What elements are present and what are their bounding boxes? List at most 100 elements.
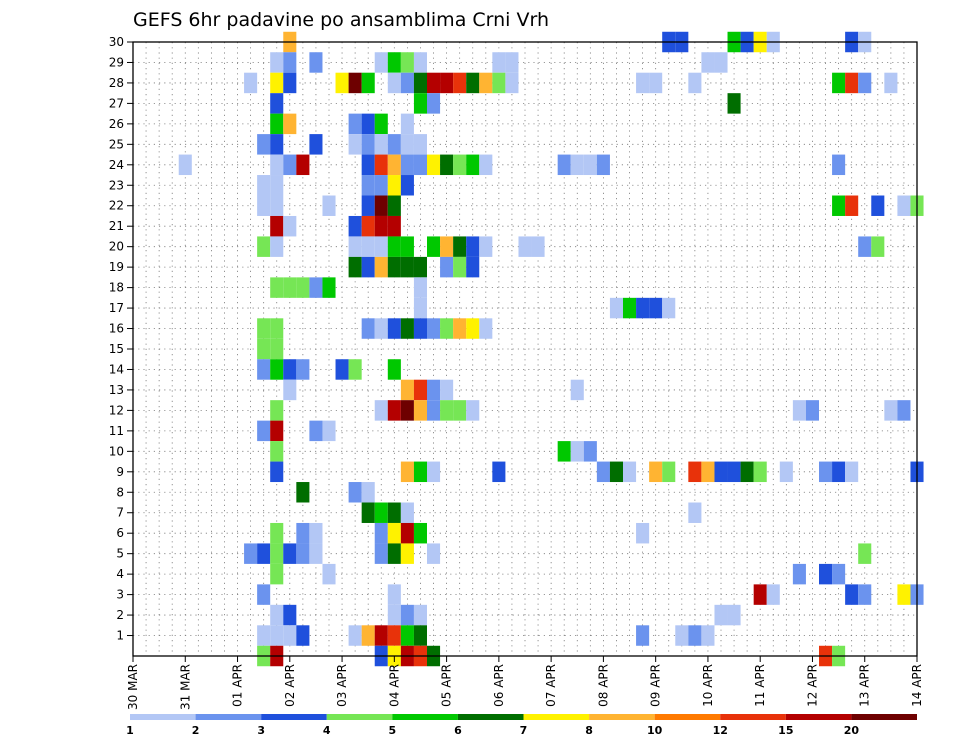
colorbar-label: 1 [126,724,134,737]
heatmap-cell [845,195,859,216]
colorbar-label: 4 [323,724,331,737]
heatmap-cell [413,277,427,298]
y-axis: 1234567891011121314151617181920212223242… [109,35,133,643]
y-tick-label: 25 [109,137,124,151]
heatmap-cell [361,256,375,278]
heatmap-cells [178,31,924,667]
y-tick-label: 21 [109,219,124,233]
heatmap-cell [283,154,297,176]
heatmap-cell [387,604,401,626]
colorbar-label: 20 [844,724,860,737]
heatmap-cell [858,72,872,94]
heatmap-cell [270,277,284,298]
heatmap-cell [283,379,297,401]
colorbar-swatch [457,714,524,720]
heatmap-cell [400,522,414,544]
heatmap-cell [636,625,650,646]
heatmap-cell [387,502,401,523]
heatmap-cell [374,522,388,544]
heatmap-cell [257,543,271,564]
x-tick-label: 30 MAR [126,664,140,710]
heatmap-cell [270,215,284,237]
heatmap-cell [413,461,427,483]
heatmap-cell [270,625,284,646]
x-tick-label: 08 APR [596,664,610,707]
heatmap-cell [413,400,427,421]
heatmap-cell [505,52,519,73]
heatmap-cell [374,318,388,339]
heatmap-cell [309,522,323,544]
x-tick-label: 10 APR [701,664,715,707]
y-tick-label: 11 [109,424,124,438]
colorbar-label: 15 [778,724,793,737]
heatmap-cell [387,543,401,564]
heatmap-cell [453,154,467,176]
heatmap-cell [348,359,362,380]
heatmap-cell [479,318,493,339]
heatmap-cell [400,256,414,278]
colorbar-swatch [130,714,196,720]
heatmap-cell [348,482,362,503]
heatmap-cell [270,543,284,564]
heatmap-cell [361,113,375,135]
heatmap-cell [348,236,362,257]
heatmap-cell [374,215,388,237]
heatmap-cell [427,400,441,421]
heatmap-cell [609,297,623,319]
heatmap-cell [596,461,610,483]
heatmap-cell [296,482,310,503]
heatmap-cell [178,154,192,176]
heatmap-cell [361,625,375,646]
heatmap-cell [845,72,859,94]
heatmap-cell [283,215,297,237]
heatmap-cell [557,154,571,176]
y-tick-label: 3 [116,588,124,602]
heatmap-cell [453,256,467,278]
heatmap-cell [479,236,493,257]
y-tick-label: 27 [109,96,124,110]
heatmap-cell [636,297,650,319]
colorbar-swatch [654,714,721,720]
heatmap-cell [714,461,728,483]
heatmap-cell [688,502,702,523]
heatmap-cell [387,318,401,339]
colorbar-label: 8 [585,724,593,737]
colorbar-swatch [392,714,458,720]
chart-title: GEFS 6hr padavine po ansamblima Crni Vrh [133,9,549,31]
heatmap-cell [845,584,859,605]
heatmap-cell [413,318,427,339]
heatmap-cell [897,195,911,216]
heatmap-cell [884,72,898,94]
heatmap-cell [753,584,767,605]
heatmap-cell [257,236,271,257]
heatmap-cell [361,195,375,216]
heatmap-cell [453,72,467,94]
heatmap-cell [570,441,584,462]
heatmap-cell [871,236,885,257]
heatmap-cell [688,72,702,94]
heatmap-cell [361,134,375,155]
heatmap-cell [413,154,427,176]
heatmap-cell [361,236,375,257]
x-tick-label: 02 APR [283,664,297,707]
heatmap-cell [413,93,427,114]
heatmap-cell [387,236,401,257]
heatmap-cell [740,461,754,483]
colorbar-swatch [785,714,852,720]
heatmap-cell [387,154,401,176]
heatmap-cell [413,256,427,278]
heatmap-cell [283,113,297,135]
heatmap-cell [400,154,414,176]
heatmap-cell [283,52,297,73]
heatmap-cell [374,236,388,257]
colorbar-label: 7 [520,724,528,737]
heatmap-cell [387,400,401,421]
heatmap-cell [283,604,297,626]
colorbar-swatch [523,714,590,720]
colorbar-label: 2 [192,724,200,737]
heatmap-cell [322,563,336,585]
heatmap-cell [427,93,441,114]
heatmap-cell [400,134,414,155]
heatmap-cell [335,359,349,380]
heatmap-cell [492,52,506,73]
